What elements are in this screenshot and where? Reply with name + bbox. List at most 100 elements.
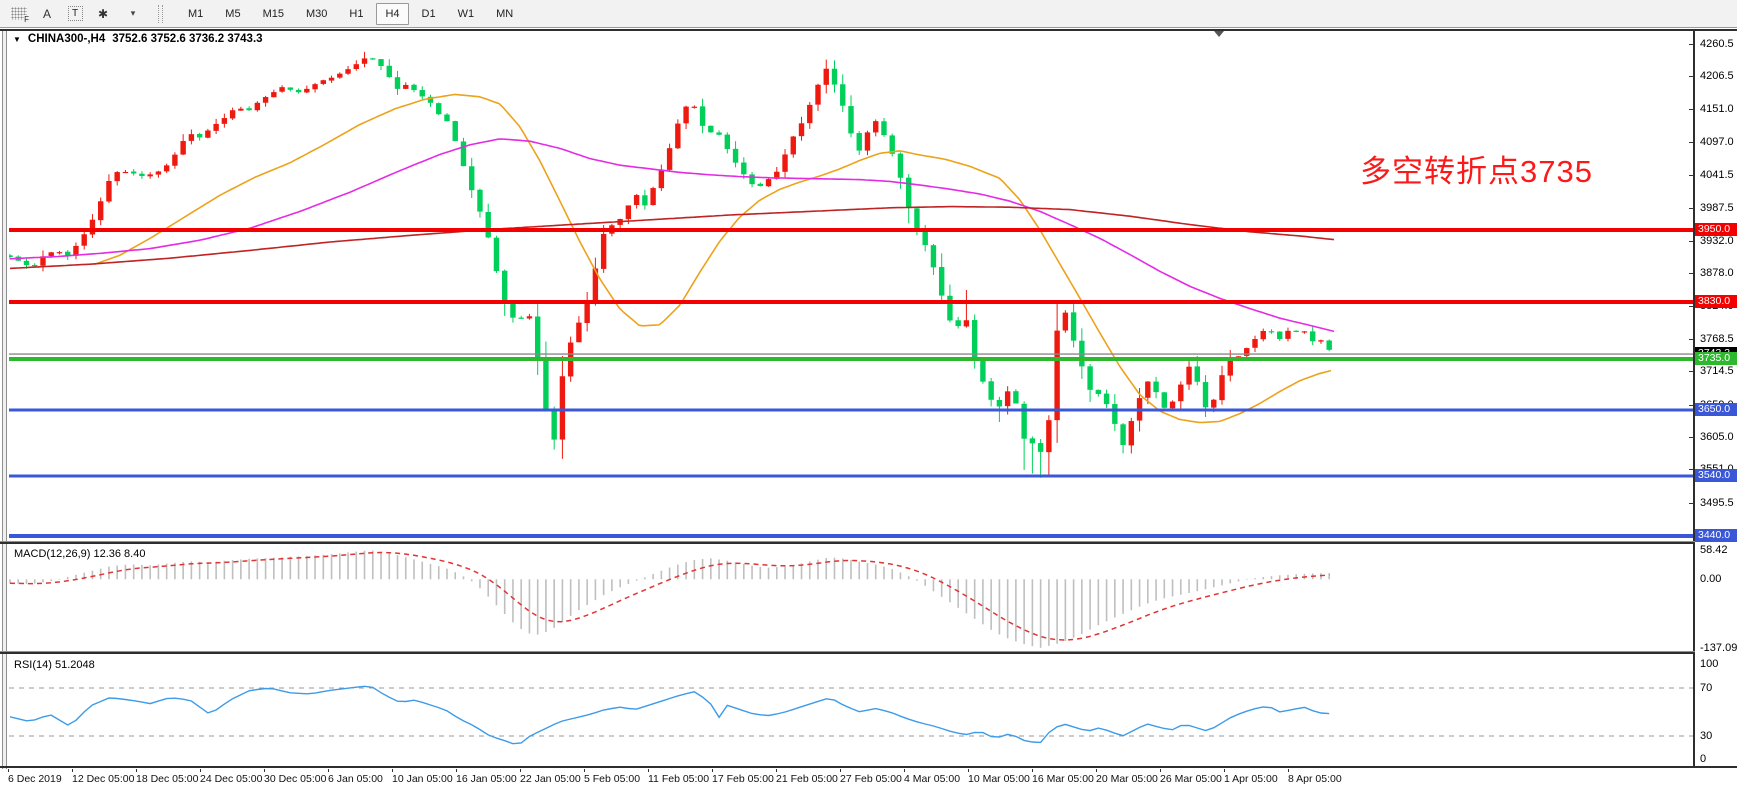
timeframe-mn[interactable]: MN xyxy=(496,7,514,20)
macd-signal-line xyxy=(9,551,1330,641)
panel-separator[interactable] xyxy=(0,541,1737,542)
style-dropdown-icon[interactable]: ▾ xyxy=(130,8,136,18)
moving-average xyxy=(9,138,1335,333)
price-tick-label: 3987.5 xyxy=(1700,201,1734,214)
timeframe-m30[interactable]: M30 xyxy=(305,7,328,20)
level-price-label-3440.0: 3440.0 xyxy=(1695,529,1737,542)
timeframe-h4[interactable]: H4 xyxy=(376,2,409,25)
date-label: 12 Dec 05:00 xyxy=(72,773,135,785)
date-label: 6 Jan 05:00 xyxy=(328,773,383,785)
timeframe-m15[interactable]: M15 xyxy=(262,7,284,20)
date-tick-mark xyxy=(72,769,73,772)
panel-separator[interactable] xyxy=(0,651,1737,652)
chart-grid-f-icon[interactable]: F xyxy=(10,4,29,24)
price-tick-mark xyxy=(1689,305,1694,307)
date-label: 11 Feb 05:00 xyxy=(648,773,710,785)
date-tick-mark xyxy=(264,769,265,772)
date-label: 18 Dec 05:00 xyxy=(136,773,199,785)
level-price-label-3735.0: 3735.0 xyxy=(1695,352,1737,365)
date-label: 21 Feb 05:00 xyxy=(776,773,838,785)
timeframe-buttons: M1 M5 M15 M30 H1 H4 D1 W1 MN xyxy=(169,0,532,27)
panel-separator[interactable] xyxy=(0,652,1737,654)
date-label: 24 Dec 05:00 xyxy=(200,773,263,785)
price-tick-mark xyxy=(1689,338,1694,340)
price-axis[interactable]: 4260.5 4206.5 4151.0 4097.0 4041.5 3987.5 3932… xyxy=(1689,31,1737,766)
price-tick-label: 4260.5 xyxy=(1700,37,1734,50)
toolbar: F A T ✱ ▾ M1 M5 M15 M30 H1 H4 D1 W1 MN xyxy=(0,0,1737,28)
date-tick-mark xyxy=(456,769,457,772)
timeframe-d1[interactable]: D1 xyxy=(421,7,436,20)
date-label: 26 Mar 05:00 xyxy=(1160,773,1222,785)
date-tick-mark xyxy=(136,769,137,772)
toolbar-tools: F A T ✱ ▾ xyxy=(0,0,152,27)
date-label: 10 Jan 05:00 xyxy=(392,773,453,785)
price-tick-label: 4097.0 xyxy=(1700,135,1734,148)
date-tick-mark xyxy=(584,769,585,772)
date-tick-mark xyxy=(904,769,905,772)
price-tick-mark xyxy=(1689,404,1694,406)
date-axis[interactable]: 6 Dec 2019 12 Dec 05:00 18 Dec 05:00 24 Dec… xyxy=(0,769,1737,792)
window-left-border xyxy=(2,31,7,788)
date-label: 5 Feb 05:00 xyxy=(584,773,641,785)
date-label: 22 Jan 05:00 xyxy=(520,773,581,785)
price-axis-border xyxy=(1693,31,1695,766)
date-label: 16 Mar 05:00 xyxy=(1032,773,1094,785)
price-tick-label: 3932.0 xyxy=(1700,234,1734,247)
macd-axis-label: -137.09 xyxy=(1700,641,1737,654)
date-tick-mark xyxy=(200,769,201,772)
price-tick-mark xyxy=(1689,109,1694,111)
timeframe-w1[interactable]: W1 xyxy=(457,7,475,20)
date-tick-mark xyxy=(1032,769,1033,772)
price-tick-mark xyxy=(1689,175,1694,177)
timeframe-m5[interactable]: M5 xyxy=(225,7,241,20)
rsi-indicator-label: RSI(14) 51.2048 xyxy=(14,659,95,671)
macd-histogram xyxy=(9,550,1330,648)
panel-separator xyxy=(0,766,1737,768)
rsi-axis-label: 30 xyxy=(1700,730,1713,742)
chart-shift-marker-icon[interactable] xyxy=(1214,31,1224,37)
date-tick-mark xyxy=(776,769,777,772)
macd-panel-chart[interactable] xyxy=(9,545,1693,651)
date-tick-mark xyxy=(520,769,521,772)
chart-title: ▼ CHINA300-,H4 3752.6 3752.6 3736.2 3743… xyxy=(13,33,263,45)
level-price-label-3540.0: 3540.0 xyxy=(1695,469,1737,482)
date-label: 6 Dec 2019 xyxy=(8,773,62,785)
price-tick-label: 4041.5 xyxy=(1700,169,1734,182)
rsi-panel-chart[interactable] xyxy=(9,655,1693,766)
date-label: 4 Mar 05:00 xyxy=(904,773,961,785)
price-tick-mark xyxy=(1689,371,1694,373)
text-tool-icon[interactable]: T xyxy=(66,4,84,24)
moving-average xyxy=(94,93,1332,424)
timeframe-h1[interactable]: H1 xyxy=(349,7,364,20)
date-tick-mark xyxy=(968,769,969,772)
symbol-timeframe: CHINA300-,H4 xyxy=(27,33,106,45)
panel-separator[interactable] xyxy=(0,542,1737,544)
date-tick-mark xyxy=(392,769,393,772)
rsi-axis-label: 70 xyxy=(1700,682,1713,694)
price-tick-mark xyxy=(1689,502,1694,504)
label-a-icon[interactable]: A xyxy=(42,6,51,21)
level-price-label-3830.0: 3830.0 xyxy=(1695,295,1737,308)
arrows-style-icon[interactable]: ✱ xyxy=(97,6,109,21)
toolbar-separator[interactable] xyxy=(158,4,163,23)
level-price-label-3650.0: 3650.0 xyxy=(1695,403,1737,416)
date-label: 27 Feb 05:00 xyxy=(840,773,902,785)
macd-axis-label: 58.42 xyxy=(1700,544,1728,557)
chart-annotation-text[interactable]: 多空转折点3735 xyxy=(1360,154,1593,189)
price-tick-label: 3714.5 xyxy=(1700,365,1734,378)
date-tick-mark xyxy=(840,769,841,772)
price-tick-mark xyxy=(1689,43,1694,45)
date-tick-mark xyxy=(1160,769,1161,772)
price-tick-label: 3768.5 xyxy=(1700,332,1734,345)
date-label: 20 Mar 05:00 xyxy=(1096,773,1158,785)
timeframe-m1[interactable]: M1 xyxy=(188,7,204,20)
price-tick-mark xyxy=(1689,469,1694,471)
date-tick-mark xyxy=(712,769,713,772)
main-chart[interactable] xyxy=(9,32,1693,541)
date-label: 17 Feb 05:00 xyxy=(712,773,774,785)
collapse-toggle-icon[interactable]: ▼ xyxy=(13,34,21,44)
rsi-line xyxy=(9,685,1330,745)
date-label: 10 Mar 05:00 xyxy=(968,773,1030,785)
ohlc-values: 3752.6 3752.6 3736.2 3743.3 xyxy=(112,33,263,45)
